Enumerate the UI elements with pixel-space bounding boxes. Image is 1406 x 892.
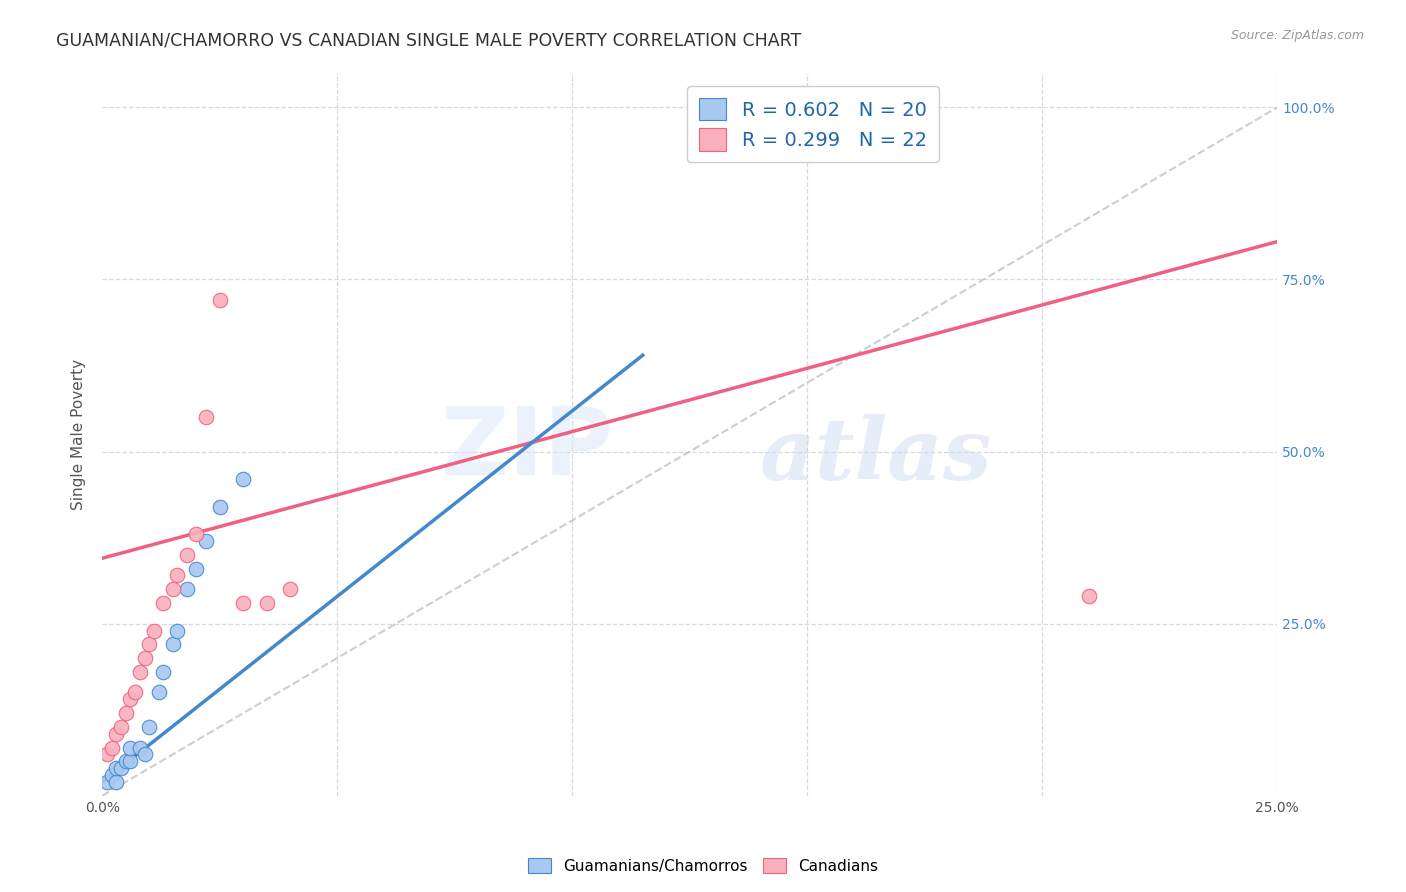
Point — [278, 582, 301, 597]
Text: GUAMANIAN/CHAMORRO VS CANADIAN SINGLE MALE POVERTY CORRELATION CHART: GUAMANIAN/CHAMORRO VS CANADIAN SINGLE MA… — [56, 31, 801, 49]
Point — [162, 637, 184, 651]
Legend: Guamanians/Chamorros, Canadians: Guamanians/Chamorros, Canadians — [522, 852, 884, 880]
Text: Source: ZipAtlas.com: Source: ZipAtlas.com — [1230, 29, 1364, 42]
Point — [194, 534, 217, 549]
Point — [96, 775, 118, 789]
Point — [194, 410, 217, 425]
Point — [120, 754, 142, 768]
Point — [96, 747, 118, 762]
Point — [166, 624, 188, 638]
Y-axis label: Single Male Poverty: Single Male Poverty — [72, 359, 86, 510]
Point — [134, 651, 156, 665]
Point — [176, 548, 198, 562]
Point — [208, 500, 231, 514]
Point — [110, 720, 132, 734]
Point — [152, 665, 174, 679]
Point — [105, 775, 128, 789]
Point — [162, 582, 184, 597]
Point — [124, 685, 146, 699]
Point — [105, 727, 128, 741]
Point — [110, 761, 132, 775]
Point — [128, 740, 150, 755]
Point — [114, 706, 136, 720]
Point — [138, 720, 160, 734]
Point — [120, 692, 142, 706]
Legend: R = 0.602   N = 20, R = 0.299   N = 22: R = 0.602 N = 20, R = 0.299 N = 22 — [688, 87, 939, 162]
Point — [100, 768, 122, 782]
Text: atlas: atlas — [761, 414, 993, 498]
Point — [186, 561, 208, 575]
Point — [186, 527, 208, 541]
Text: ZIP: ZIP — [440, 403, 613, 495]
Point — [148, 685, 170, 699]
Point — [176, 582, 198, 597]
Point — [232, 596, 254, 610]
Point — [152, 596, 174, 610]
Point — [100, 740, 122, 755]
Point — [105, 761, 128, 775]
Point — [208, 293, 231, 307]
Point — [142, 624, 165, 638]
Point — [128, 665, 150, 679]
Point — [120, 740, 142, 755]
Point — [232, 472, 254, 486]
Point — [134, 747, 156, 762]
Point — [138, 637, 160, 651]
Point — [114, 754, 136, 768]
Point — [1078, 589, 1101, 603]
Point — [256, 596, 278, 610]
Point — [166, 568, 188, 582]
